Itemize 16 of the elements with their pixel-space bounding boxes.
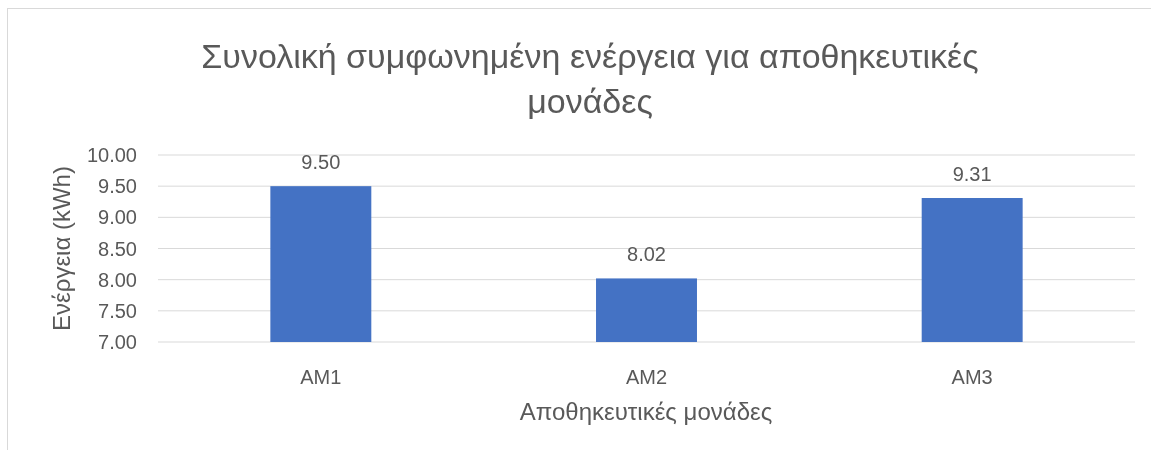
y-axis-title: Ενέργεια (kWh) bbox=[48, 166, 75, 331]
data-label: 8.02 bbox=[627, 243, 666, 266]
y-tick-label: 7.00 bbox=[98, 331, 137, 353]
x-tick-label: AM1 bbox=[300, 366, 342, 388]
y-tick-label: 8.50 bbox=[98, 237, 137, 260]
x-tick-label: AM2 bbox=[625, 366, 668, 388]
y-tick-label: 10.00 bbox=[86, 144, 137, 166]
chart-title: Συνολική συμφωνημένη ενέργεια για αποθηκευτικές μονάδες bbox=[201, 37, 979, 120]
x-axis-title: Αποθηκευτικές μονάδες bbox=[519, 398, 773, 425]
y-tick-label: 9.00 bbox=[98, 206, 137, 229]
y-tick-label: 7.50 bbox=[98, 299, 137, 322]
data-label: 9.50 bbox=[301, 151, 341, 174]
y-tick-label: 8.00 bbox=[98, 268, 137, 291]
x-tick-label: AM3 bbox=[951, 366, 993, 388]
y-tick-label: 9.50 bbox=[98, 175, 137, 198]
data-label: 9.31 bbox=[952, 163, 992, 186]
